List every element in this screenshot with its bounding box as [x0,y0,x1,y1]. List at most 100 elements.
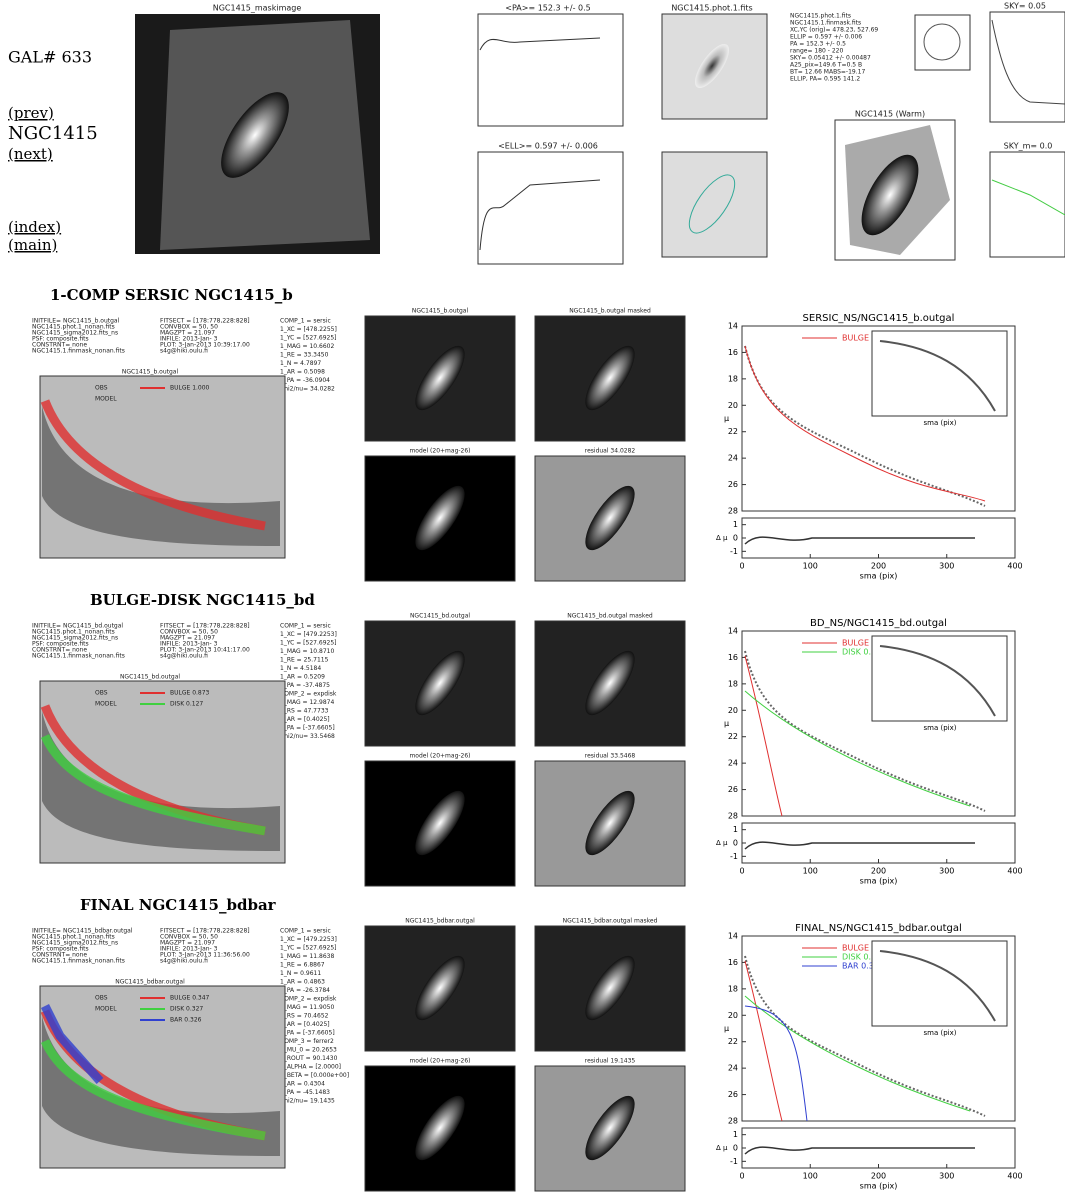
galaxy [585,790,635,856]
component-profile [744,995,971,1112]
sections: 1-COMP SERSIC NGC1415_b INITFILE= NGC1415… [32,286,1023,1192]
info-line: SKY= 0.05412 +/- 0.00487 [790,55,871,62]
galaxy [415,955,465,1021]
profile-title: NGC1415_b.outgal [122,369,179,376]
nav: GAL# 633 (prev) NGC1415 (next) (index) (… [8,48,98,255]
prev-link[interactable]: (prev) [8,104,54,122]
legend-text: MODEL [95,701,117,708]
comp-line: 1_PA = -26.3784 [280,987,330,994]
legend-text: MODEL [95,396,117,403]
fit-line: PLOT: 3-Jan-2013 10:39:17.00 [160,342,250,349]
obs-cloud [42,711,280,851]
x-tick-label: 0 [739,1172,744,1181]
resid-curve [744,1146,975,1155]
comp-line: 3_MU_0 = 20.2653 [280,1047,337,1054]
legend-text: OBS [95,995,108,1002]
obs-profile [744,650,986,812]
comp-line: 3_ALPHA = [2.0000] [280,1064,341,1071]
galaxy [585,955,635,1021]
fit-line: MAGZPT = 21.097 [160,940,215,947]
resid-curve [744,536,975,545]
comp-line: 1_YC = [527.6925] [280,335,337,342]
sky-m-title: SKY_m= 0.0 [1004,142,1053,151]
comp-line: 1_AR = 0.4863 [280,979,325,986]
r-tick-label: 1 [733,825,738,834]
info-line: NGC1415_sigma2012.fits_ns [32,940,118,947]
component-legend: BULGE 1.000 [842,334,895,343]
pa-curve [479,37,601,51]
profile-title: NGC1415_bd.outgal [120,674,180,681]
info-line: INITFILE= NGC1415_bdbar.outgal [32,928,133,935]
r-label: Δ μ [716,839,728,847]
main-link[interactable]: (main) [8,236,57,254]
comp-line: COMP_1 = sersic [280,318,331,325]
inset-xlabel: sma (pix) [924,419,957,427]
inset [871,330,1008,417]
x-tick-label: 200 [871,867,886,876]
fits-title: NGC1415.phot.1.fits [671,4,752,13]
fits-galaxy [694,43,730,89]
y-tick-label: 24 [728,454,738,463]
comp-line: Chi2/nu= 34.0282 [280,386,335,393]
plot-title: SERSIC_NS/NGC1415_b.outgal [803,313,955,324]
component-cloud [40,1003,104,1084]
r-label: Δ μ [716,534,728,542]
inset-curve [879,950,996,1022]
comp-line: 1_XC = [479.2253] [280,936,337,943]
fit-line: FITSECT = [178:778,228:828] [160,928,250,935]
section-heading: 1-COMP SERSIC NGC1415_b [50,286,293,304]
comp-line: 1_AR = 0.5098 [280,369,325,376]
galaxy [415,1095,465,1161]
component-legend: BULGE 0.347 [842,944,895,953]
profile-frame [741,935,1016,1122]
image-title: NGC1415_b.outgal [412,308,469,315]
component-profile [744,345,986,502]
sky-m-plot [989,151,1065,258]
galaxy [585,650,635,716]
comp-line: 1_RE = 6.8867 [280,962,325,969]
fit-line: INFILE: 2013-Jan- 3 [160,641,218,648]
comp-line: 1_MAG = 11.8638 [280,953,334,960]
info-line: NGC1415.phot.1_nonan.fits [32,629,115,636]
y-tick-label: 16 [728,348,738,357]
y-tick-label: 20 [728,706,738,715]
ell-curve [479,179,601,251]
section-heading: FINAL NGC1415_bdbar [80,896,277,914]
comp-line: 1_RE = 25.7115 [280,657,329,664]
x-tick-label: 300 [939,562,954,571]
comp-line: 1_XC = [478.2255] [280,326,337,333]
galaxy [585,485,635,551]
component-profile [744,655,783,817]
index-link[interactable]: (index) [8,218,61,236]
x-tick-label: 300 [939,1172,954,1181]
image-title: residual 19.1435 [585,1058,636,1065]
info-line: ELLIP = 0.597 +/- 0.006 [790,34,862,41]
comp-line: 2_MAG = 11.9050 [280,1004,334,1011]
fit-line: CONVBOX = 50, 50 [160,324,218,331]
info-line: CONSTRNT= none [32,342,87,349]
component-label: BULGE 1.000 [170,385,210,392]
r-tick-label: -1 [730,547,738,556]
fits-masked [661,151,768,258]
section: FINAL NGC1415_bdbar INITFILE= NGC1415_bdb… [32,896,1023,1192]
image-title: residual 34.0282 [585,448,636,455]
x-tick-label: 200 [871,562,886,571]
image-title: model (20+mag-26) [409,1058,470,1065]
section-heading: BULGE-DISK NGC1415_bd [90,591,315,609]
comp-line: 2_PA = [-37.6605] [280,1030,335,1037]
component-legend: BULGE 0.873 [842,639,895,648]
next-link[interactable]: (next) [8,145,53,163]
info-line: PSF: composite.fits [32,946,89,953]
fit-line: MAGZPT = 21.097 [160,330,215,337]
comp-line: Chi2/nu= 33.5468 [280,733,335,740]
component-profile [744,960,783,1122]
comp-line: 2_RS = 47.7733 [280,708,329,715]
info-line: NGC1415.phot.1.fits [790,13,851,20]
x-tick-label: 400 [1007,562,1022,571]
inset [871,635,1008,722]
comp-line: COMP_2 = expdisk [280,691,337,698]
y-tick-label: 18 [728,374,738,383]
component-profile [744,690,971,807]
x-tick-label: 100 [803,867,818,876]
